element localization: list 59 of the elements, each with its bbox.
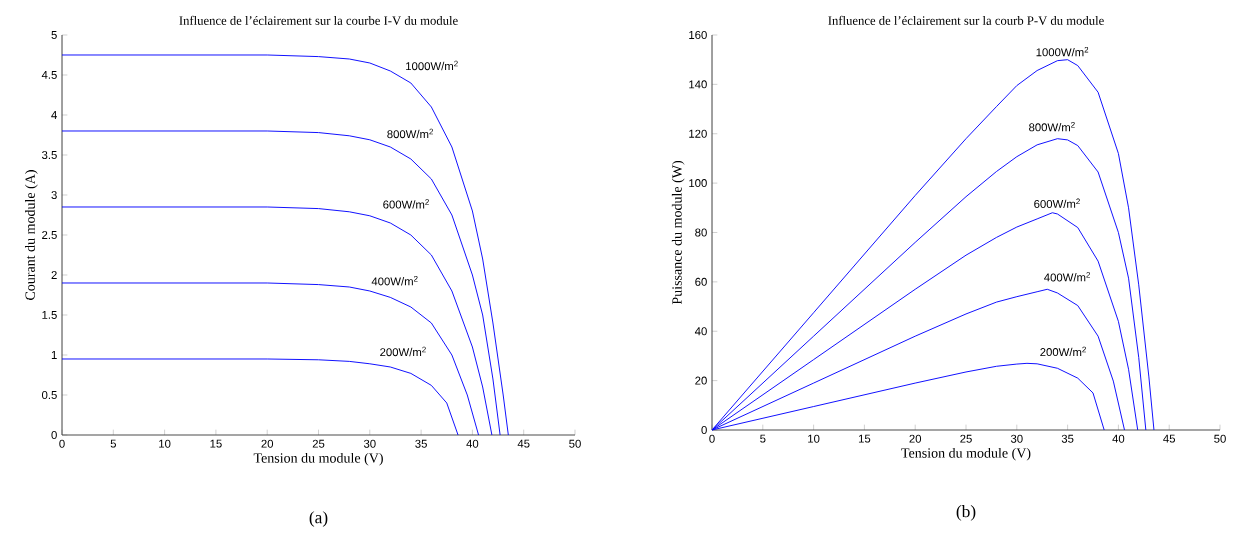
y-tick-label: 0.5: [41, 390, 57, 399]
x-tick-label: 30: [1010, 434, 1023, 443]
series-label: 1000W/m$^{2}$: [1036, 46, 1089, 57]
x-tick-label: 15: [858, 434, 871, 443]
series-label: 600W/m$^{2}$: [383, 199, 429, 209]
y-axis-title: Puissance du module (W): [671, 160, 685, 305]
x-tick-label: 15: [210, 439, 222, 448]
series-label: 800W/m$^{2}$: [387, 128, 434, 139]
y-tick-label: 20: [695, 376, 707, 385]
x-tick-label: 20: [909, 434, 922, 443]
x-tick-label: 40: [466, 439, 479, 448]
x-tick-label: 20: [261, 439, 274, 448]
x-tick-label: 50: [1214, 434, 1226, 443]
x-tick-label: 5: [110, 439, 116, 448]
x-tick-label: 45: [1163, 434, 1176, 443]
y-tick-label: 5: [51, 31, 57, 39]
series-label: 600W/m$^{2}$: [1034, 198, 1080, 208]
y-tick-label: 1.5: [42, 311, 57, 319]
series-label: 400W/m$^{2}$: [1044, 272, 1091, 282]
y-tick-label: 160: [689, 30, 707, 39]
x-tick-label: 50: [569, 439, 581, 448]
x-tick-label: 35: [415, 439, 427, 448]
x-tick-label: 45: [517, 439, 530, 448]
x-tick-label: 0: [59, 439, 65, 448]
y-tick-label: 0: [701, 425, 707, 434]
x-tick-label: 25: [960, 434, 972, 443]
x-axis-title: Tension du module (V): [253, 452, 383, 466]
y-tick-label: 4.5: [41, 71, 57, 79]
x-tick-label: 30: [363, 439, 376, 448]
y-tick-label: 60: [695, 277, 707, 286]
chart-title: Influence de l’éclairement sur la courb P-V du module: [828, 15, 1104, 25]
y-tick-label: 2: [51, 271, 57, 279]
series-label: 200W/m$^{2}$: [1040, 346, 1086, 357]
y-axis-title: Courant du module (A): [25, 170, 38, 300]
y-tick-label: 2.5: [42, 230, 57, 239]
series-label: 800W/m$^{2}$: [1029, 121, 1075, 132]
y-tick-label: 4: [51, 111, 57, 119]
text: (a): [309, 511, 328, 527]
y-tick-label: 120: [689, 129, 707, 138]
y-tick-label: 80: [695, 228, 707, 237]
y-tick-label: 1: [51, 351, 57, 359]
series-label: 1000W/m$^{2}$: [406, 60, 458, 71]
x-tick-label: 0: [709, 434, 715, 443]
y-tick-label: 140: [689, 80, 707, 89]
x-tick-label: 10: [808, 434, 820, 443]
series-label: 200W/m$^{2}$: [380, 346, 426, 357]
x-tick-label: 40: [1112, 434, 1125, 443]
y-tick-label: 40: [694, 327, 707, 336]
y-tick-label: 100: [689, 179, 707, 188]
x-tick-label: 25: [312, 439, 325, 448]
x-tick-label: 5: [760, 434, 766, 443]
text: (b): [956, 505, 976, 521]
y-tick-label: 3.5: [41, 150, 57, 159]
y-tick-label: 3: [51, 190, 57, 199]
x-tick-label: 35: [1061, 434, 1074, 443]
x-axis-title: Tension du module (V): [901, 447, 1031, 461]
series-label: 400W/m$^{2}$: [371, 275, 418, 286]
x-tick-label: 10: [159, 439, 171, 448]
chart-title: Influence de l’éclairement sur la courbe I-V du module: [179, 15, 458, 25]
